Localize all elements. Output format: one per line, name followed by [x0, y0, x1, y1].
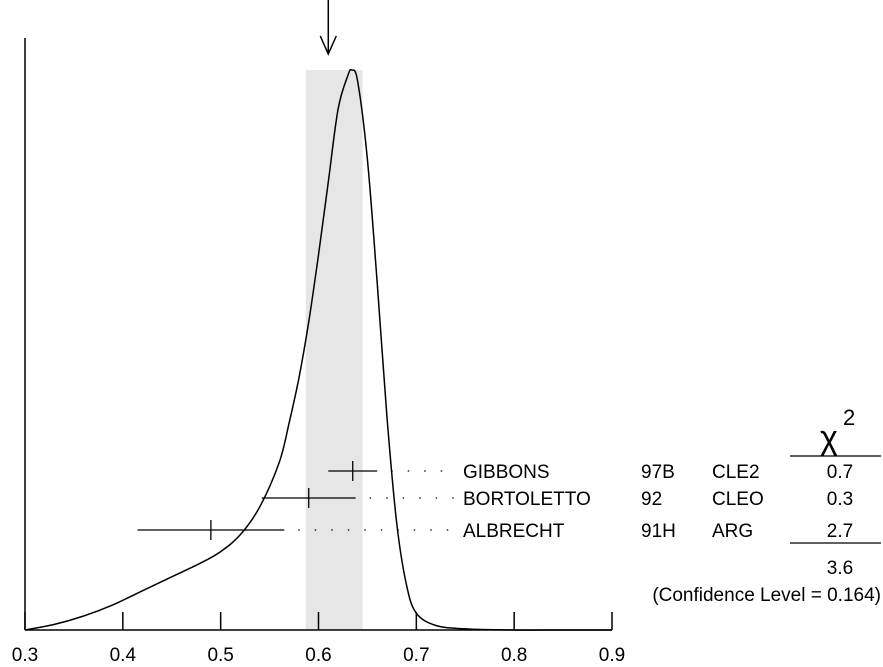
experiment-label: ARG — [712, 521, 753, 542]
experiment-label: CLE2 — [712, 462, 760, 483]
chi2-value: 2.7 — [827, 521, 853, 542]
x-tick-label: 0.8 — [501, 645, 527, 666]
measurement-row: BORTOLETTO 92 CLEO 0.3 — [261, 488, 853, 510]
x-tick-label: 0.9 — [599, 645, 625, 666]
chi2-value: 0.7 — [827, 462, 853, 483]
x-axis-ticks: 0.3 0.4 0.5 0.6 0.7 0.8 0.9 — [12, 612, 625, 666]
x-tick-label: 0.7 — [403, 645, 429, 666]
confidence-level: (Confidence Level = 0.164) — [652, 585, 881, 606]
chi2-header-superscript: 2 — [843, 405, 855, 430]
year-label: 92 — [641, 489, 662, 510]
x-tick-label: 0.5 — [207, 645, 233, 666]
ideogram-curve — [24, 68, 612, 631]
year-label: 97B — [641, 462, 675, 483]
x-tick-label: 0.3 — [12, 645, 38, 666]
year-label: 91H — [641, 521, 676, 542]
author-label: ALBRECHT — [463, 521, 565, 542]
measurement-list: GIBBONS 97B CLE2 0.7 BORTOLETTO 92 CLEO 0.3 ALBR… — [137, 461, 853, 542]
chi2-value: 0.3 — [827, 489, 853, 510]
measurement-row: ALBRECHT 91H ARG 2.7 — [137, 520, 853, 542]
weighted-average-arrow — [319, 0, 337, 56]
x-tick-label: 0.4 — [110, 645, 137, 666]
average-error-band — [305, 70, 363, 630]
arrow-head — [319, 35, 337, 56]
experiment-label: CLEO — [712, 489, 764, 510]
author-label: GIBBONS — [463, 462, 550, 483]
author-label: BORTOLETTO — [463, 489, 591, 510]
chi2-header: χ — [820, 419, 838, 457]
chi2-total: 3.6 — [827, 558, 853, 579]
x-tick-label: 0.6 — [305, 645, 331, 666]
measurement-row: GIBBONS 97B CLE2 0.7 — [328, 461, 853, 483]
